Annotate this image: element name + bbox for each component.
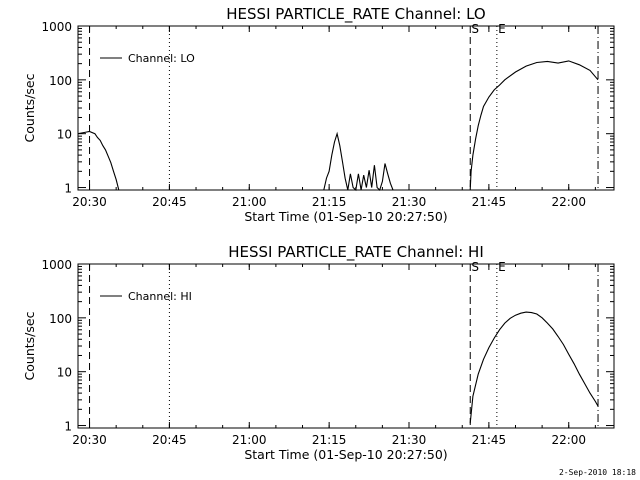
legend-label: Channel: HI xyxy=(128,290,192,303)
x-tick-label: 21:00 xyxy=(232,433,267,447)
timestamp: 2-Sep-2010 18:18 xyxy=(559,468,636,477)
series-line xyxy=(77,130,120,191)
y-axis-label: Counts/sec xyxy=(22,73,37,142)
x-tick-label: 21:15 xyxy=(312,195,347,209)
chart-title: HESSI PARTICLE_RATE Channel: LO xyxy=(226,5,485,24)
event-marker-label: S xyxy=(471,22,479,36)
chart-title: HESSI PARTICLE_RATE Channel: HI xyxy=(228,243,484,262)
series-line xyxy=(469,60,599,191)
x-tick-label: 21:00 xyxy=(232,195,267,209)
y-axis-label: Counts/sec xyxy=(22,311,37,380)
x-tick-label: 21:15 xyxy=(312,433,347,447)
x-axis-label: Start Time (01-Sep-10 20:27:50) xyxy=(244,447,447,462)
y-tick-label: 1000 xyxy=(41,20,72,34)
x-tick-label: 21:45 xyxy=(472,433,507,447)
x-tick-label: 20:45 xyxy=(152,195,187,209)
x-axis-label: Start Time (01-Sep-10 20:27:50) xyxy=(244,209,447,224)
x-tick-label: 21:30 xyxy=(392,433,427,447)
y-tick-label: 1 xyxy=(64,182,72,196)
x-tick-label: 21:30 xyxy=(392,195,427,209)
event-marker-label: E xyxy=(498,260,506,274)
event-marker-label: E xyxy=(498,22,506,36)
x-tick-label: 22:00 xyxy=(551,195,586,209)
x-tick-label: 20:30 xyxy=(72,433,107,447)
x-tick-label: 21:45 xyxy=(472,195,507,209)
series-line xyxy=(469,311,599,424)
plot-frame xyxy=(77,25,615,191)
event-marker-label: S xyxy=(471,260,479,274)
y-tick-label: 1000 xyxy=(41,258,72,272)
x-tick-label: 20:45 xyxy=(152,433,187,447)
y-tick-label: 100 xyxy=(49,312,72,326)
panel-lo: HESSI PARTICLE_RATE Channel: LO 20:30 20:4… xyxy=(22,5,615,224)
y-tick-label: 100 xyxy=(49,74,72,88)
x-tick-label: 20:30 xyxy=(72,195,107,209)
legend-label: Channel: LO xyxy=(128,52,195,65)
y-tick-label: 10 xyxy=(57,366,72,380)
y-tick-label: 10 xyxy=(57,128,72,142)
x-tick-label: 22:00 xyxy=(551,433,586,447)
plot-frame xyxy=(77,263,615,429)
y-tick-label: 1 xyxy=(64,420,72,434)
series-line xyxy=(323,131,394,192)
panel-hi: HESSI PARTICLE_RATE Channel: HI 20:30 20:4… xyxy=(22,243,615,462)
